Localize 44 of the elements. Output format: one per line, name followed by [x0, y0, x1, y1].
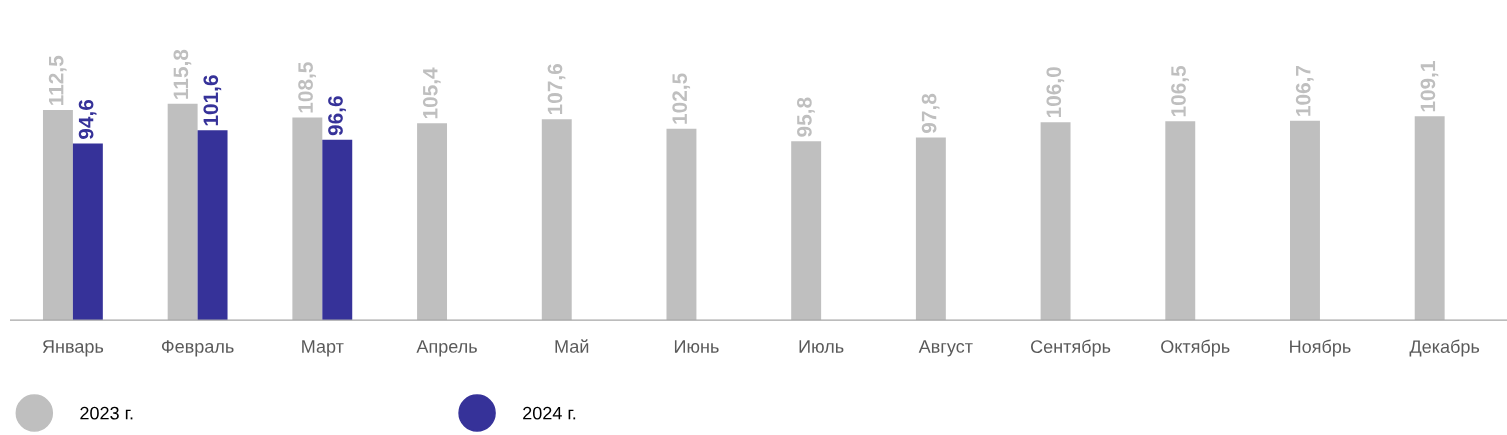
bar — [541, 119, 572, 321]
x-tick-label: Ноябрь — [1290, 339, 1351, 357]
x-tick-label: Апрель — [416, 340, 477, 357]
bar — [417, 123, 448, 321]
bar — [197, 130, 228, 321]
bar — [791, 141, 822, 321]
data-label: 102,5 — [672, 73, 691, 124]
data-label: 115,8 — [173, 49, 192, 99]
bar — [915, 137, 946, 321]
x-tick-label: Декабрь — [1409, 339, 1480, 357]
bar — [322, 139, 353, 321]
data-label: 108,5 — [298, 62, 316, 113]
legend-label: 2023 г. — [80, 406, 133, 420]
data-label: 106,7 — [1295, 65, 1314, 116]
bar — [1414, 116, 1445, 321]
data-label: 109,1 — [1420, 61, 1439, 112]
legend-label: 2024 г. — [523, 406, 576, 420]
data-label: 107,6 — [547, 64, 566, 115]
x-tick-label: Январь — [42, 340, 104, 357]
data-label: 101,6 — [203, 75, 222, 126]
bar — [72, 143, 103, 321]
x-tick-label: Август — [918, 340, 973, 357]
x-tick-label: Май — [555, 339, 589, 353]
x-tick-label: Февраль — [161, 340, 234, 357]
bar — [42, 110, 73, 321]
bar — [292, 117, 323, 321]
data-label: 95,8 — [797, 97, 815, 137]
data-label: 105,4 — [422, 67, 441, 119]
data-label: 106,0 — [1046, 67, 1065, 118]
bar — [167, 103, 198, 321]
data-label: 97,8 — [921, 93, 940, 133]
bar — [1290, 120, 1320, 321]
bar — [1040, 122, 1071, 321]
x-tick-label: Июнь — [674, 340, 719, 353]
x-tick-label: Июль — [799, 340, 844, 353]
x-tick-label: Март — [302, 340, 344, 357]
data-label: 112,5 — [48, 55, 67, 105]
bar — [666, 128, 697, 321]
data-label: 106,5 — [1171, 65, 1189, 117]
bar — [1165, 121, 1196, 321]
x-tick-label: Сентябрь — [1031, 339, 1111, 357]
data-label: 94,6 — [78, 99, 97, 139]
data-label: 96,6 — [328, 96, 346, 136]
x-tick-label: Октябрь — [1161, 339, 1230, 357]
